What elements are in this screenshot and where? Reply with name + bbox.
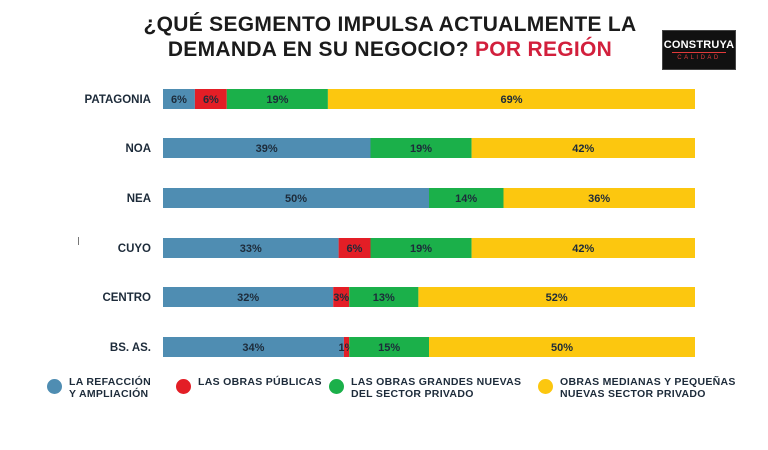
- data-label-grandes: 15%: [378, 342, 400, 354]
- bar-segment-refaccion: [163, 188, 429, 208]
- bar-segment-publicas: [343, 337, 350, 357]
- bar-segment-publicas: [333, 287, 350, 307]
- bar-segment-grandes: [349, 337, 429, 357]
- data-label-grandes: 19%: [410, 143, 432, 155]
- bar-segment-refaccion: [163, 238, 339, 258]
- legend-label-refaccion: LA REFACCIÓN Y AMPLIACIÓN: [69, 376, 151, 400]
- bar-segment-medianas: [471, 238, 695, 258]
- legend-item-refaccion: LA REFACCIÓN Y AMPLIACIÓN: [47, 376, 151, 400]
- bar-segment-refaccion: [163, 138, 371, 158]
- data-label-publicas: 6%: [347, 243, 363, 255]
- category-label-cuyo: CUYO: [118, 243, 151, 255]
- bar-segment-refaccion: [163, 89, 195, 109]
- title-line-2: DEMANDA EN SU NEGOCIO? POR REGIÓN: [120, 37, 660, 62]
- legend-label-medianas: OBRAS MEDIANAS Y PEQUEÑAS NUEVAS SECTOR P…: [560, 376, 736, 400]
- category-label-nea: NEA: [127, 193, 151, 205]
- bar-segment-grandes: [370, 238, 472, 258]
- logo-text: CONSTRUYA: [663, 39, 735, 51]
- data-label-medianas: 42%: [572, 243, 594, 255]
- legend-item-medianas: OBRAS MEDIANAS Y PEQUEÑAS NUEVAS SECTOR P…: [538, 376, 736, 400]
- stacked-bar-chart: PATAGONIA 6% 6% 19% 69% NOA 39% 19% 42% NEA 50% 14%…: [85, 89, 695, 357]
- data-label-refaccion: 39%: [256, 143, 278, 155]
- data-label-medianas: 52%: [546, 292, 568, 304]
- category-label-patagonia: PATAGONIA: [85, 94, 151, 106]
- category-label-noa: NOA: [125, 143, 151, 155]
- data-label-grandes: 19%: [266, 94, 288, 106]
- data-label-publicas: 3%: [333, 292, 349, 304]
- legend-swatch-refaccion: [47, 379, 62, 394]
- legend-swatch-medianas: [538, 379, 553, 394]
- logo-underline: [672, 52, 726, 53]
- bar-segment-grandes: [349, 287, 419, 307]
- stray-tick-mark: [78, 237, 79, 245]
- title-line-1: ¿QUÉ SEGMENTO IMPULSA ACTUALMENTE LA: [143, 13, 637, 36]
- data-label-grandes: 14%: [455, 193, 477, 205]
- legend-swatch-grandes: [329, 379, 344, 394]
- bar-segment-refaccion: [163, 287, 334, 307]
- data-label-grandes: 13%: [373, 292, 395, 304]
- data-label-grandes: 19%: [410, 243, 432, 255]
- bar-segment-medianas: [418, 287, 695, 307]
- chart-title: ¿QUÉ SEGMENTO IMPULSA ACTUALMENTE LA DEM…: [120, 12, 660, 62]
- bar-segment-refaccion: [163, 337, 344, 357]
- legend-item-publicas: LAS OBRAS PÚBLICAS: [176, 376, 322, 394]
- data-label-refaccion: 50%: [285, 193, 307, 205]
- bar-segment-grandes: [370, 138, 472, 158]
- data-label-publicas: 6%: [203, 94, 219, 106]
- title-accent: POR REGIÓN: [474, 38, 613, 61]
- bar-segment-medianas: [429, 337, 695, 357]
- bar-segment-medianas: [503, 188, 695, 208]
- bar-segment-grandes: [429, 188, 504, 208]
- data-label-medianas: 69%: [500, 94, 522, 106]
- chart-legend: LA REFACCIÓN Y AMPLIACIÓN LAS OBRAS PÚBLIC…: [0, 372, 768, 422]
- legend-label-publicas: LAS OBRAS PÚBLICAS: [198, 376, 322, 388]
- logo-subtext: CALIDAD: [677, 55, 721, 61]
- data-label-refaccion: 33%: [240, 243, 262, 255]
- data-label-refaccion: 32%: [237, 292, 259, 304]
- legend-item-grandes: LAS OBRAS GRANDES NUEVAS DEL SECTOR PRIVA…: [329, 376, 521, 400]
- data-label-medianas: 42%: [572, 143, 594, 155]
- data-label-medianas: 36%: [588, 193, 610, 205]
- legend-label-grandes: LAS OBRAS GRANDES NUEVAS DEL SECTOR PRIVA…: [351, 376, 522, 400]
- bar-segment-medianas: [327, 89, 695, 109]
- category-label-bs-as: BS. AS.: [110, 342, 151, 354]
- data-label-medianas: 50%: [551, 342, 573, 354]
- construya-logo: CONSTRUYA CALIDAD: [662, 30, 736, 70]
- title-line-2-main: DEMANDA EN SU NEGOCIO?: [167, 38, 469, 61]
- category-label-centro: CENTRO: [102, 292, 151, 304]
- data-label-refaccion: 34%: [242, 342, 264, 354]
- bar-segment-medianas: [471, 138, 695, 158]
- data-label-refaccion: 6%: [171, 94, 187, 106]
- bar-segment-grandes: [226, 89, 328, 109]
- legend-swatch-publicas: [176, 379, 191, 394]
- bar-segment-publicas: [338, 238, 371, 258]
- bar-segment-publicas: [194, 89, 227, 109]
